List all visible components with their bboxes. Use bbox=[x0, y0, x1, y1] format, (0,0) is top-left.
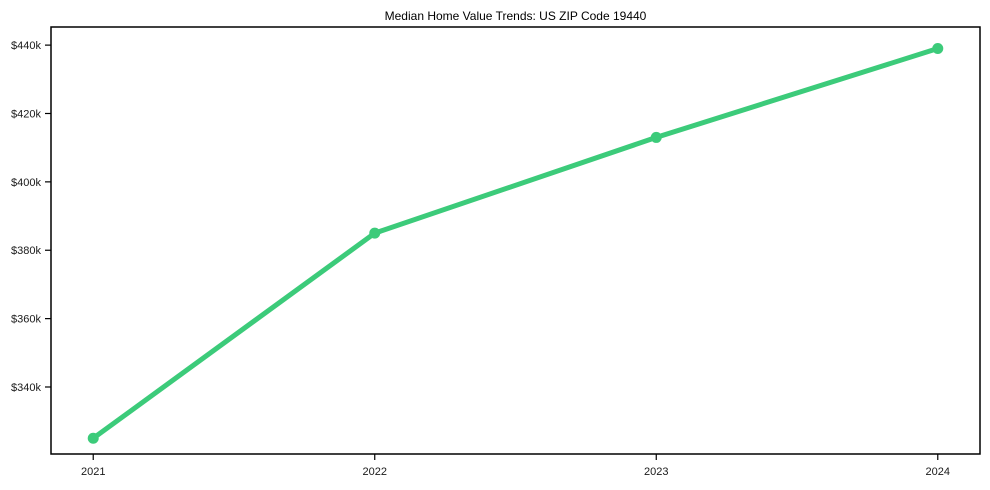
y-axis-tick-label: $400k bbox=[11, 177, 41, 189]
y-axis-tick-label: $340k bbox=[11, 382, 41, 394]
x-axis-tick-label: 2023 bbox=[644, 466, 668, 478]
y-axis-tick-label: $420k bbox=[11, 108, 41, 120]
trend-line bbox=[90, 46, 941, 441]
data-point-marker bbox=[932, 43, 944, 55]
chart-title: Median Home Value Trends: US ZIP Code 19… bbox=[384, 9, 647, 23]
plot-frame bbox=[50, 26, 981, 455]
data-point-marker bbox=[87, 432, 99, 444]
data-point-marker bbox=[369, 227, 381, 239]
y-axis-tick-label: $440k bbox=[11, 40, 41, 52]
x-axis-tick-label: 2022 bbox=[363, 466, 387, 478]
x-axis-tick-label: 2021 bbox=[81, 466, 105, 478]
data-point-marker bbox=[650, 131, 662, 143]
y-axis-tick-label: $360k bbox=[11, 314, 41, 326]
x-axis-tick-label: 2024 bbox=[926, 466, 950, 478]
y-axis-tick-label: $380k bbox=[11, 245, 41, 257]
